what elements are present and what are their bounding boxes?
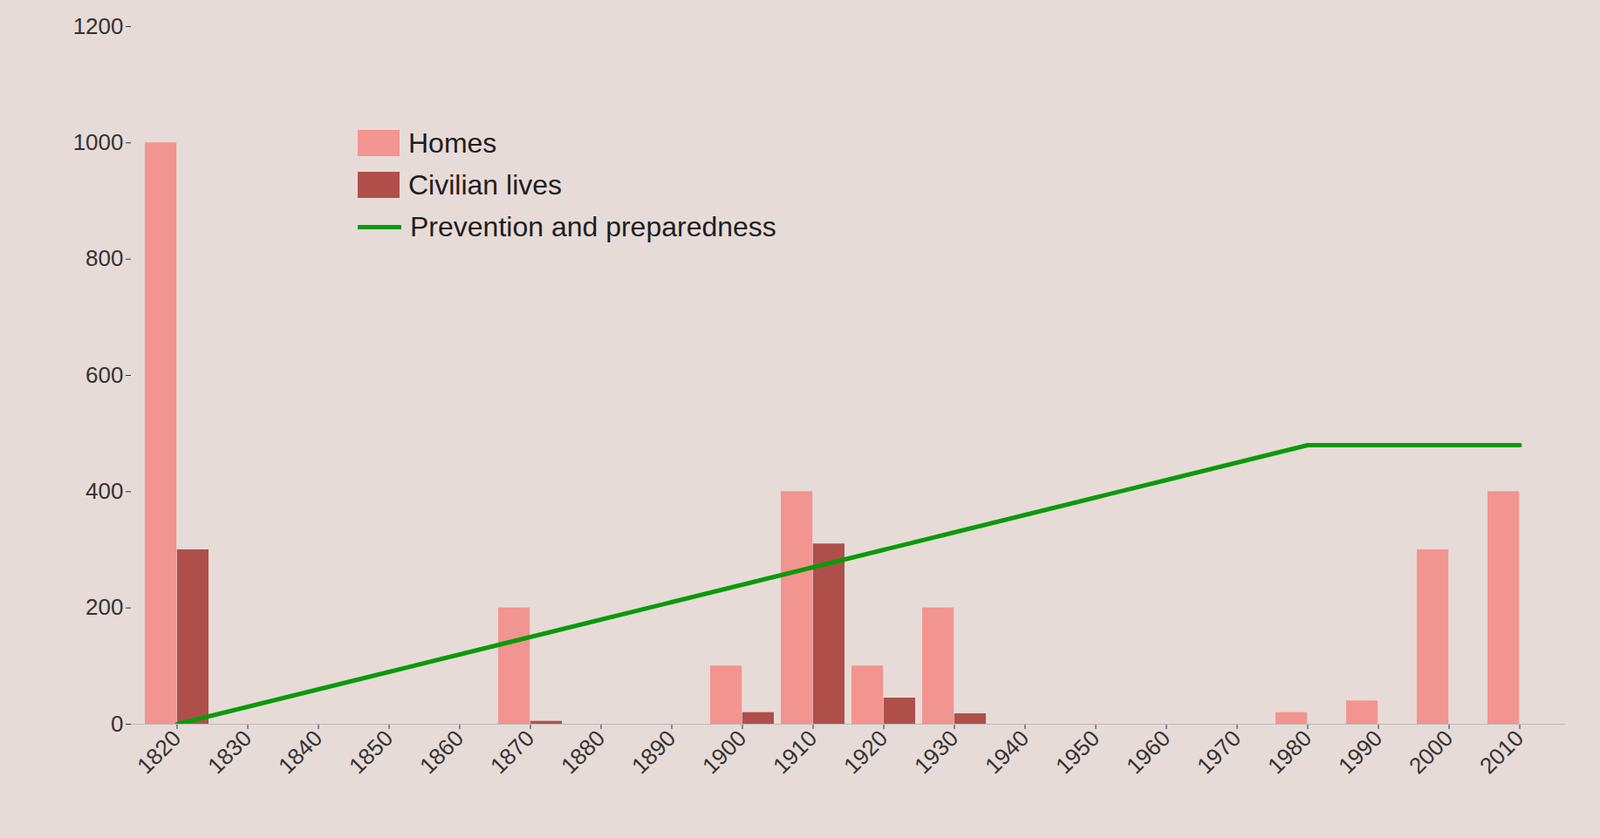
svg-text:1880: 1880 [555, 724, 610, 780]
svg-text:1900: 1900 [697, 724, 752, 780]
svg-text:1950: 1950 [1050, 724, 1105, 780]
svg-text:600: 600 [85, 362, 124, 389]
svg-text:400: 400 [85, 478, 124, 505]
svg-text:1920: 1920 [838, 724, 893, 780]
svg-text:200: 200 [85, 594, 124, 621]
svg-text:0: 0 [110, 711, 124, 738]
svg-text:1000: 1000 [73, 129, 124, 156]
svg-text:1990: 1990 [1333, 724, 1388, 780]
svg-text:2010: 2010 [1474, 724, 1529, 780]
svg-text:1870: 1870 [485, 724, 540, 780]
svg-text:1820: 1820 [131, 724, 186, 780]
svg-text:1890: 1890 [626, 724, 681, 780]
svg-text:1830: 1830 [202, 724, 257, 780]
svg-text:1930: 1930 [909, 724, 964, 780]
svg-text:1840: 1840 [273, 724, 328, 780]
html-text:Homes: Homes [408, 126, 497, 159]
svg-text:800: 800 [85, 245, 124, 272]
svg-text:1970: 1970 [1191, 724, 1246, 780]
svg-text:1850: 1850 [343, 724, 398, 780]
svg-text:1960: 1960 [1121, 724, 1176, 780]
svg-text:1980: 1980 [1262, 724, 1317, 780]
html-text:Prevention and preparedness: Prevention and preparedness [410, 210, 777, 243]
svg-text:2000: 2000 [1403, 724, 1458, 780]
svg-text:1200: 1200 [73, 13, 124, 40]
svg-text:1860: 1860 [414, 724, 469, 780]
svg-text:1910: 1910 [767, 724, 822, 780]
svg-text:1940: 1940 [979, 724, 1034, 780]
html-text:Civilian lives: Civilian lives [408, 168, 562, 201]
